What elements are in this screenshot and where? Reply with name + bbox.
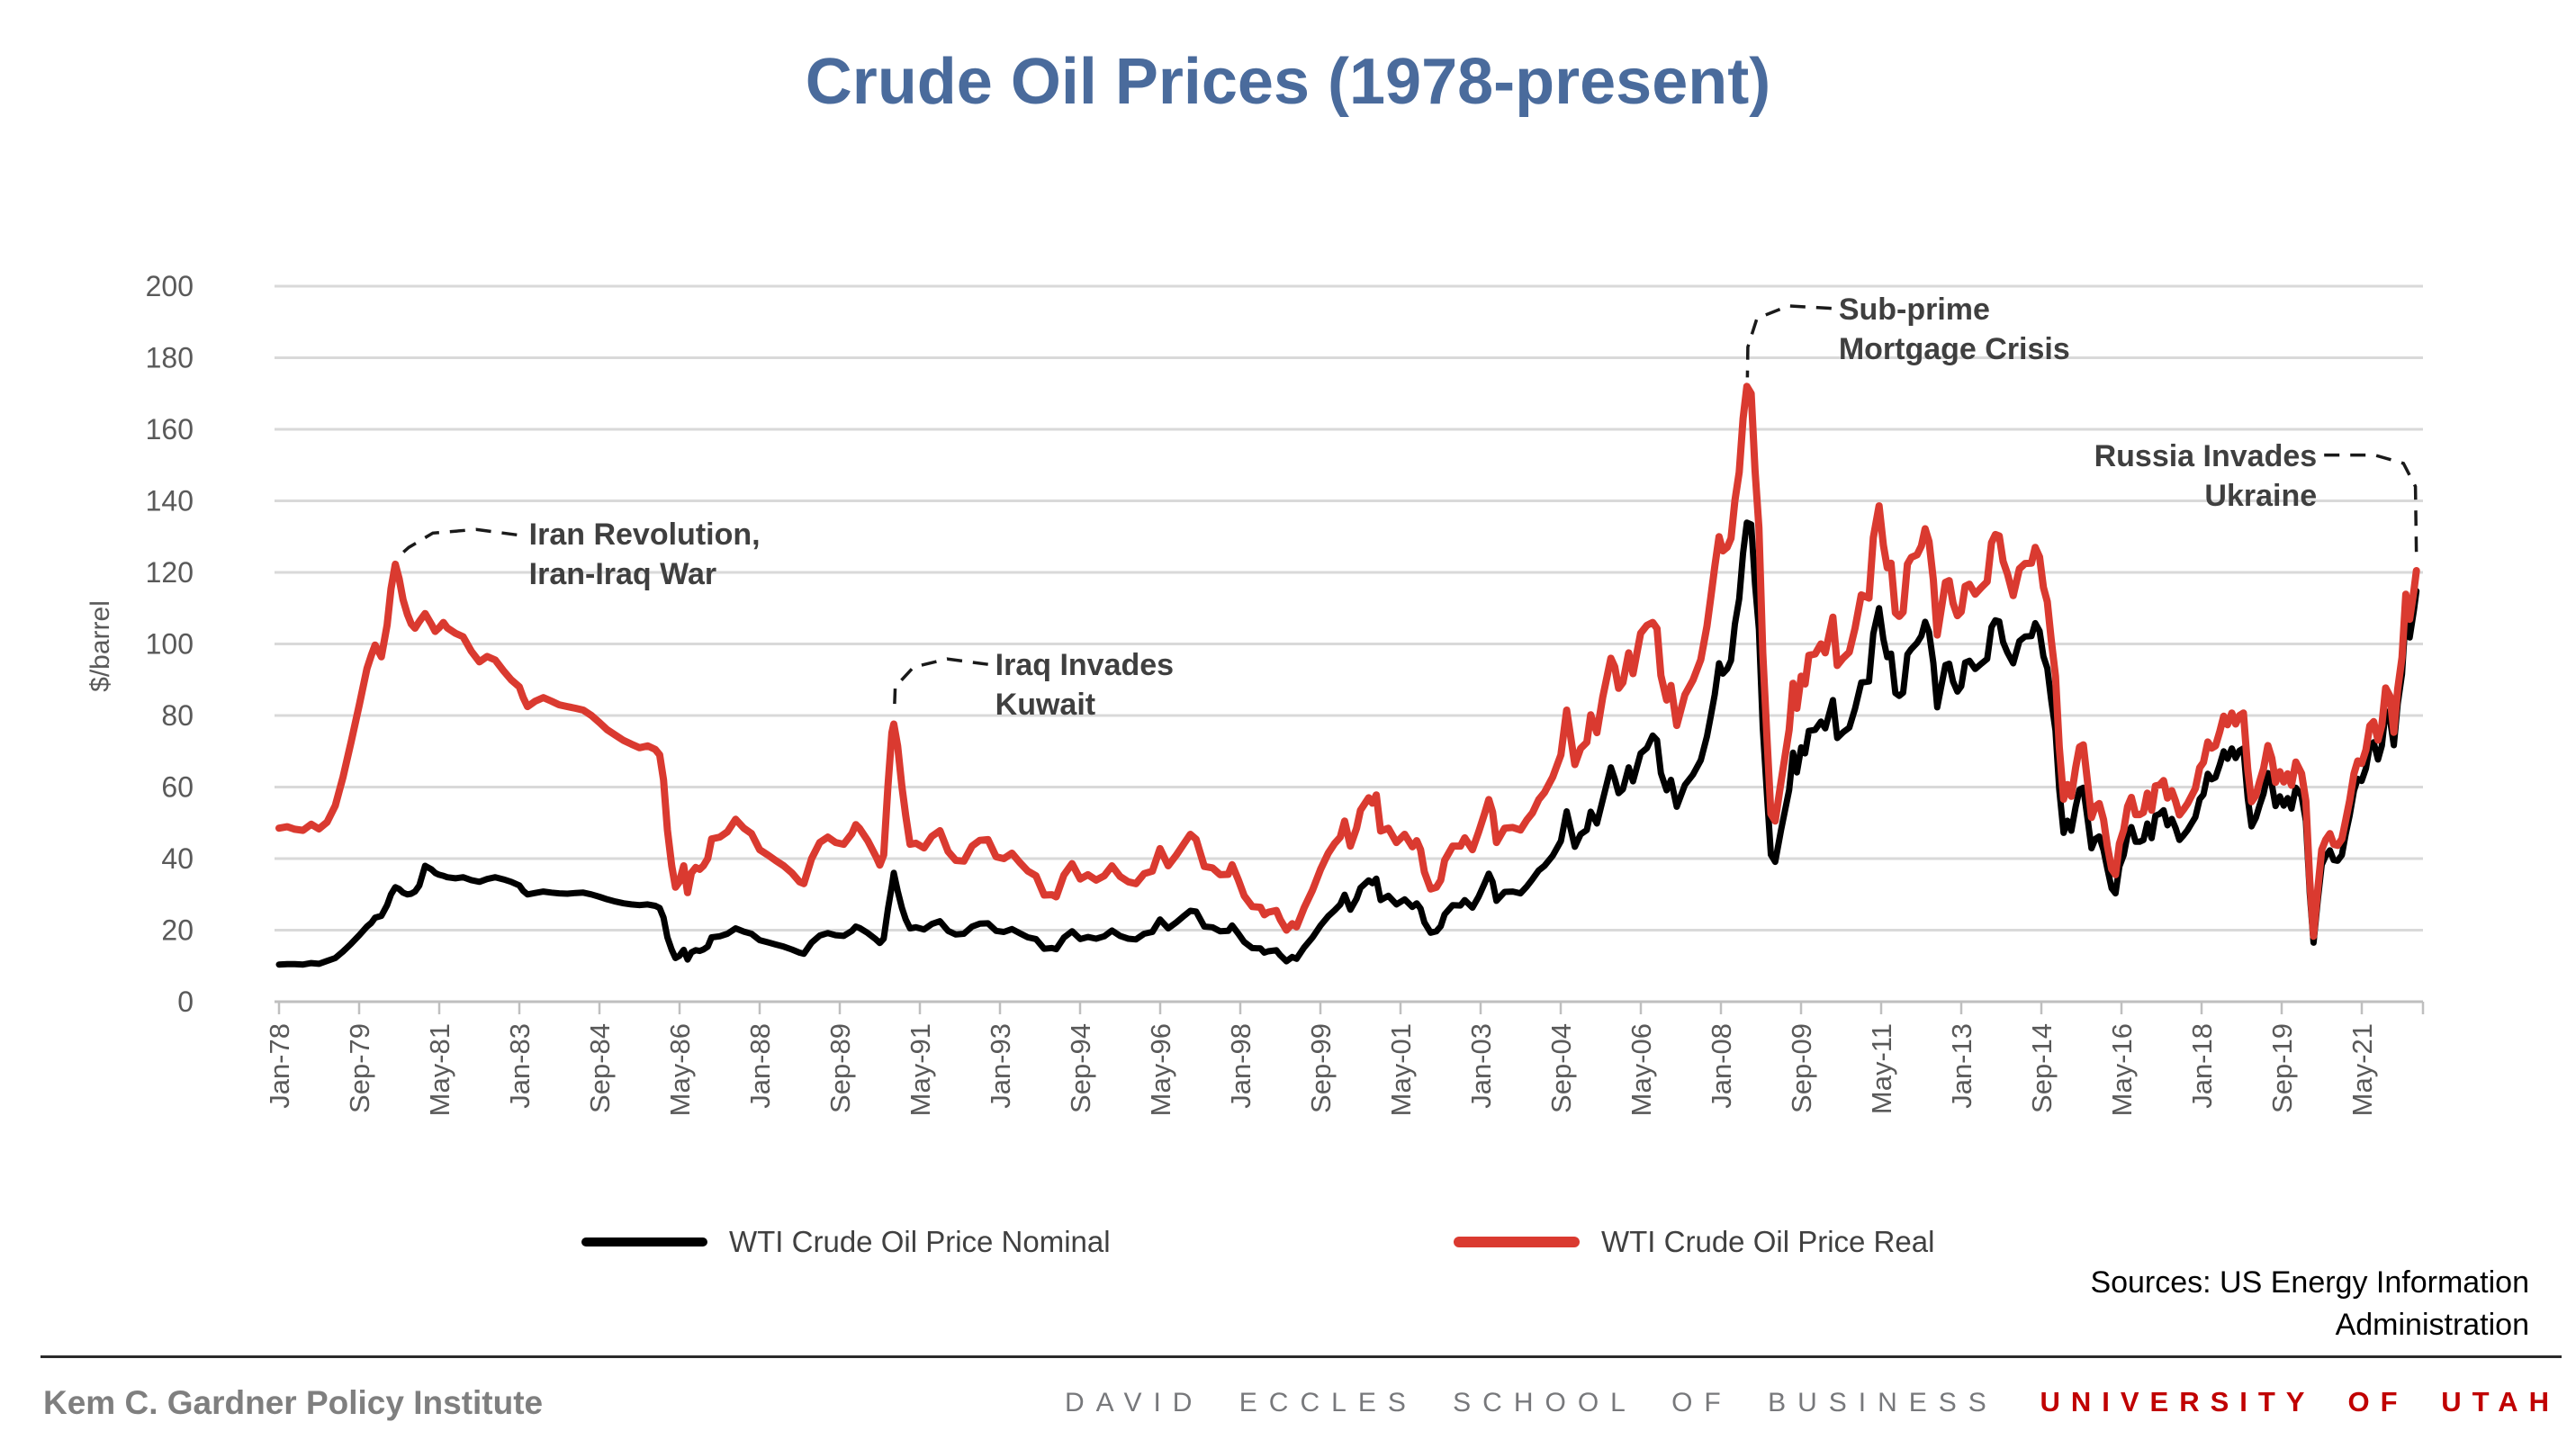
y-tick-label: 80	[161, 699, 194, 732]
footer-institute: Kem C. Gardner Policy Institute	[43, 1384, 544, 1421]
y-tick-label: 40	[161, 842, 194, 875]
x-tick-label: May-01	[1385, 1023, 1417, 1116]
series-line-nominal	[275, 519, 2420, 968]
y-tick-label: 140	[146, 485, 194, 518]
x-tick-label: Sep-89	[824, 1023, 856, 1113]
y-tick-label: 20	[161, 914, 194, 947]
legend-swatch-nominal	[581, 1238, 707, 1246]
x-tick-label: Jan-88	[744, 1023, 776, 1109]
x-tick-label: May-96	[1145, 1023, 1176, 1116]
legend-label-nominal: WTI Crude Oil Price Nominal	[729, 1225, 1111, 1258]
x-tick-label: Sep-09	[1786, 1023, 1817, 1113]
annotation-leader-line	[892, 657, 988, 715]
x-tick-label: Jan-03	[1465, 1023, 1497, 1109]
x-tick-label: May-16	[2106, 1023, 2138, 1116]
legend-item-nominal: WTI Crude Oil Price Nominal	[581, 1222, 1111, 1262]
chart-annotation: Russia Invades Ukraine	[2094, 438, 2318, 513]
chart-annotation: Iraq Invades Kuwait	[995, 648, 1175, 723]
sources-note: Sources: US Energy Information Administr…	[2090, 1265, 2529, 1342]
annotation-leader-line	[2324, 453, 2418, 557]
x-tick-label: Sep-94	[1065, 1023, 1096, 1113]
y-tick-label: 0	[177, 986, 194, 1018]
chart-annotation: Sub-prime Mortgage Crisis	[1838, 292, 2070, 366]
annotation-leader-line	[1745, 304, 1832, 378]
x-tick-label: May-11	[1866, 1023, 1897, 1114]
legend-label-real: WTI Crude Oil Price Real	[1601, 1225, 1935, 1258]
chart-annotation: Iran Revolution, Iran-Iraq War	[528, 518, 761, 592]
x-tick-label: Jan-18	[2186, 1023, 2218, 1109]
x-tick-label: Jan-78	[264, 1023, 295, 1109]
footer-school: DAVID ECCLES SCHOOL OF BUSINESS	[1065, 1388, 1998, 1418]
y-tick-label: 180	[146, 342, 194, 374]
annotation-leader-line	[395, 527, 518, 560]
x-tick-label: Jan-08	[1706, 1023, 1737, 1109]
footer-university: UNIVERSITY OF UTAH	[2040, 1386, 2560, 1418]
x-tick-label: Sep-84	[584, 1023, 616, 1113]
x-tick-label: Jan-93	[985, 1023, 1016, 1109]
x-tick-label: May-21	[2346, 1023, 2378, 1116]
y-tick-label: 100	[146, 628, 194, 661]
x-tick-label: Jan-13	[1946, 1023, 1977, 1109]
chart-title: Crude Oil Prices (1978-present)	[805, 46, 1771, 118]
x-tick-label: May-86	[664, 1023, 696, 1116]
x-tick-label: May-91	[905, 1023, 936, 1116]
x-tick-label: Sep-14	[2026, 1023, 2058, 1113]
x-tick-label: May-81	[424, 1023, 455, 1116]
series-line-real	[275, 382, 2420, 940]
x-tick-label: Sep-79	[344, 1023, 375, 1113]
x-tick-label: Sep-99	[1305, 1023, 1337, 1113]
y-axis-title: $/barrel	[86, 600, 115, 692]
y-tick-label: 160	[146, 413, 194, 446]
footer-divider	[41, 1355, 2562, 1358]
y-tick-label: 60	[161, 771, 194, 804]
x-tick-label: Jan-98	[1225, 1023, 1256, 1109]
legend-swatch-real	[1454, 1237, 1580, 1247]
y-tick-label: 200	[146, 270, 194, 302]
x-tick-label: Jan-83	[504, 1023, 536, 1109]
y-tick-label: 120	[146, 556, 194, 589]
x-tick-label: Sep-19	[2266, 1023, 2298, 1113]
legend-item-real: WTI Crude Oil Price Real	[1454, 1222, 1934, 1262]
x-tick-label: Sep-04	[1545, 1023, 1577, 1113]
x-tick-label: May-06	[1626, 1023, 1657, 1116]
